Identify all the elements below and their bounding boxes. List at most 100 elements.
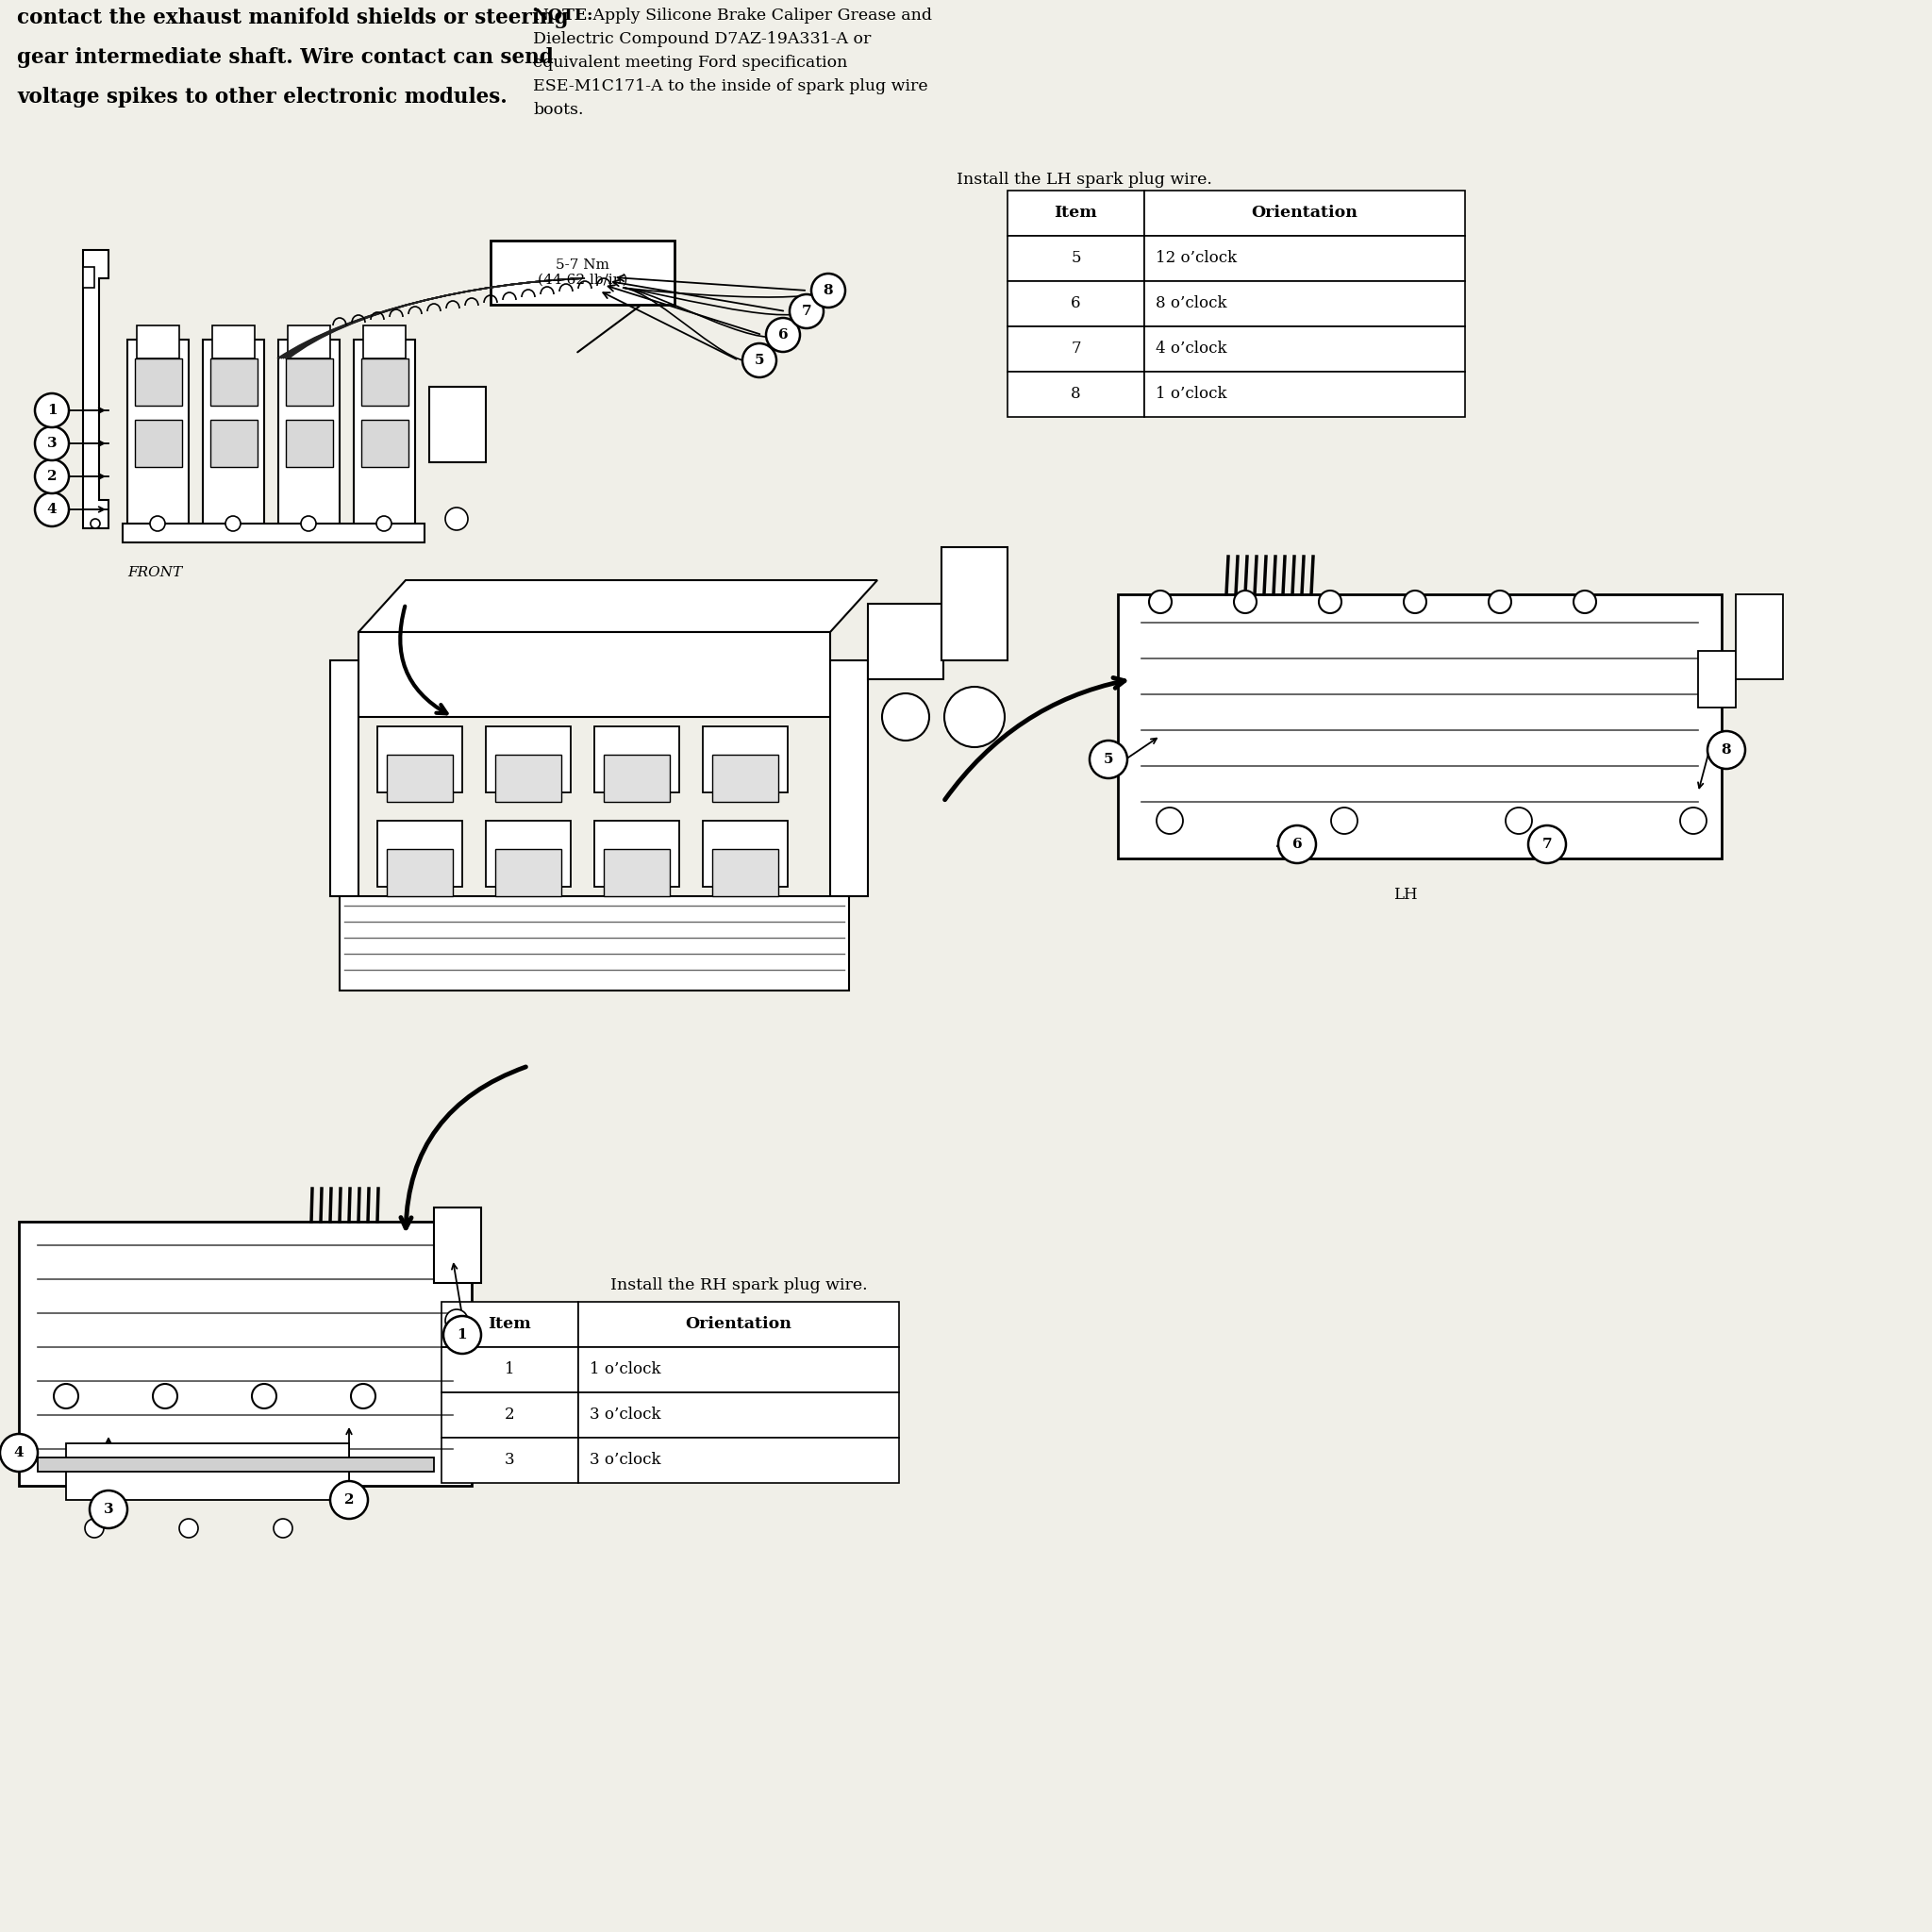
Bar	[1007, 236, 1144, 282]
Text: 3: 3	[46, 437, 56, 450]
Bar	[941, 547, 1007, 661]
Text: 7: 7	[1070, 342, 1080, 357]
Circle shape	[180, 1519, 199, 1538]
Polygon shape	[831, 661, 867, 896]
Bar	[485, 821, 570, 887]
Text: 6: 6	[1070, 296, 1080, 311]
Bar	[213, 325, 255, 359]
Circle shape	[1681, 808, 1706, 835]
Bar	[211, 359, 257, 406]
Text: Orientation: Orientation	[686, 1316, 792, 1333]
Bar	[1007, 371, 1144, 417]
Bar	[1144, 191, 1464, 236]
Circle shape	[1405, 591, 1426, 612]
Bar	[1007, 327, 1144, 371]
Bar	[495, 848, 562, 896]
Bar	[603, 848, 670, 896]
Bar	[713, 848, 779, 896]
Bar	[578, 1347, 898, 1393]
Text: 5: 5	[1103, 753, 1113, 765]
Circle shape	[444, 1310, 468, 1331]
Text: 5: 5	[1070, 251, 1080, 267]
Bar	[595, 726, 680, 792]
Bar	[1007, 191, 1144, 236]
Circle shape	[330, 1482, 367, 1519]
Bar	[386, 755, 452, 802]
Circle shape	[444, 508, 468, 529]
Bar	[66, 1443, 350, 1499]
Polygon shape	[359, 632, 831, 717]
Bar	[442, 1347, 578, 1393]
Bar	[203, 340, 265, 527]
Circle shape	[1157, 808, 1182, 835]
Circle shape	[1090, 740, 1126, 779]
Bar	[703, 726, 788, 792]
Text: ESE-M1C171-A to the inside of spark plug wire: ESE-M1C171-A to the inside of spark plug…	[533, 79, 927, 95]
Text: Orientation: Orientation	[1252, 205, 1358, 222]
Circle shape	[35, 394, 70, 427]
Polygon shape	[340, 896, 848, 991]
Text: 1 o’clock: 1 o’clock	[589, 1362, 661, 1378]
Text: LH: LH	[1393, 887, 1418, 902]
Text: 1: 1	[458, 1329, 468, 1341]
Circle shape	[35, 493, 70, 526]
Bar	[1144, 236, 1464, 282]
Text: 3: 3	[504, 1453, 516, 1468]
Text: contact the exhaust manifold shields or steering: contact the exhaust manifold shields or …	[17, 8, 568, 29]
Circle shape	[945, 686, 1005, 748]
Text: 8: 8	[1070, 386, 1080, 402]
Text: equivalent meeting Ford specification: equivalent meeting Ford specification	[533, 54, 848, 71]
Bar	[435, 1208, 481, 1283]
Text: 2: 2	[504, 1406, 516, 1424]
Text: NOTE:: NOTE:	[533, 8, 593, 23]
Circle shape	[91, 520, 100, 527]
Bar	[429, 386, 485, 462]
Text: 7: 7	[802, 305, 811, 319]
Bar	[867, 603, 943, 680]
Bar	[354, 340, 415, 527]
Bar	[578, 1302, 898, 1347]
Bar	[485, 726, 570, 792]
Text: Dielectric Compound D7AZ-19A331-A or: Dielectric Compound D7AZ-19A331-A or	[533, 31, 871, 46]
Circle shape	[35, 460, 70, 493]
Text: 8: 8	[1721, 744, 1731, 757]
Circle shape	[0, 1434, 39, 1472]
Bar	[377, 726, 462, 792]
Bar	[286, 419, 332, 468]
Text: 12 o’clock: 12 o’clock	[1155, 251, 1236, 267]
Bar	[703, 821, 788, 887]
Circle shape	[377, 516, 392, 531]
Polygon shape	[359, 580, 877, 632]
Text: 8: 8	[823, 284, 833, 298]
Bar	[1144, 327, 1464, 371]
Text: Item: Item	[1055, 205, 1097, 222]
Text: 4: 4	[46, 502, 56, 516]
Bar	[39, 1457, 435, 1472]
Text: Item: Item	[489, 1316, 531, 1333]
Bar	[386, 848, 452, 896]
Circle shape	[883, 694, 929, 740]
Polygon shape	[83, 249, 108, 527]
Text: Install the RH spark plug wire.: Install the RH spark plug wire.	[611, 1277, 867, 1293]
Polygon shape	[330, 661, 359, 896]
Circle shape	[1320, 591, 1341, 612]
Text: voltage spikes to other electronic modules.: voltage spikes to other electronic modul…	[17, 87, 508, 108]
Circle shape	[1505, 808, 1532, 835]
Bar	[495, 755, 562, 802]
Text: 6: 6	[779, 328, 788, 342]
Text: FRONT: FRONT	[128, 566, 182, 580]
Circle shape	[301, 516, 317, 531]
Text: 3 o’clock: 3 o’clock	[589, 1453, 661, 1468]
Bar	[135, 359, 182, 406]
Bar	[286, 359, 332, 406]
Circle shape	[1573, 591, 1596, 612]
Bar	[361, 419, 408, 468]
Text: 2: 2	[46, 469, 56, 483]
Circle shape	[742, 344, 777, 377]
Bar	[1144, 282, 1464, 327]
Bar	[135, 419, 182, 468]
Bar	[128, 340, 189, 527]
Text: gear intermediate shaft. Wire contact can send: gear intermediate shaft. Wire contact ca…	[17, 46, 553, 68]
Text: Apply Silicone Brake Caliper Grease and: Apply Silicone Brake Caliper Grease and	[587, 8, 931, 23]
Bar	[578, 1393, 898, 1437]
